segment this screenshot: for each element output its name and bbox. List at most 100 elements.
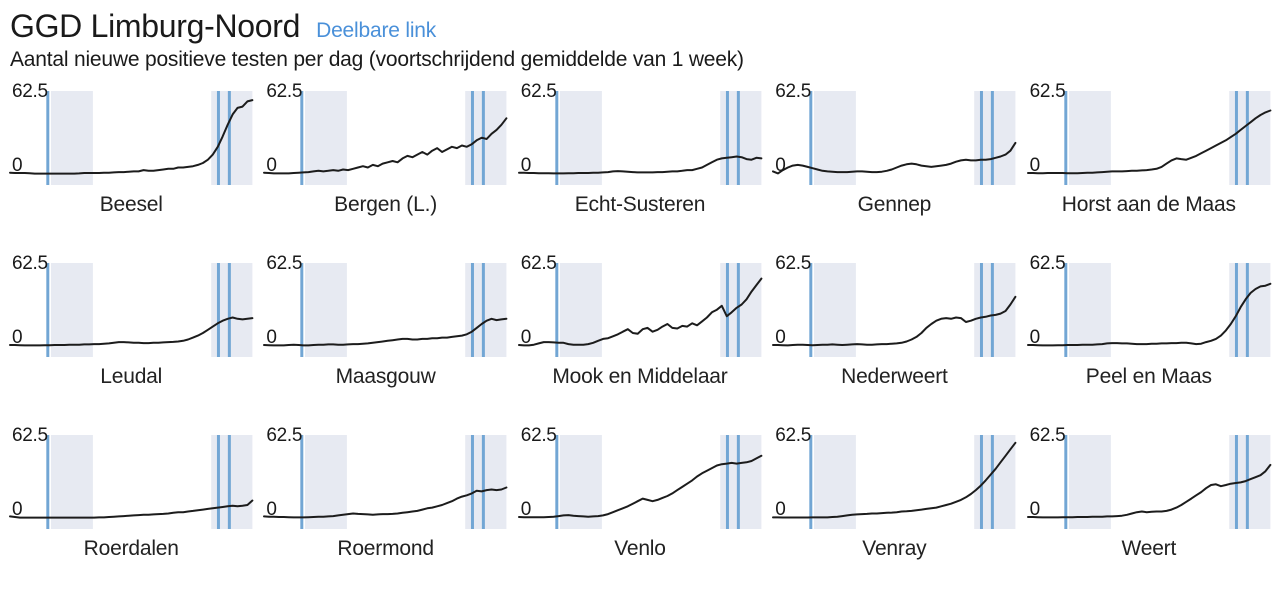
sparkline-plot	[517, 90, 763, 185]
municipality-chart: 62.5 0 Maasgouw	[263, 254, 508, 389]
trend-line	[263, 486, 508, 519]
municipality-label: Roermond	[337, 536, 434, 560]
municipality-chart: 62.5 0 Venlo	[517, 426, 763, 561]
y-axis-max-label: 62.5	[12, 424, 48, 446]
sparkline-plot	[772, 90, 1017, 185]
sparkline-plot	[9, 434, 254, 529]
early-period-band	[1068, 262, 1111, 357]
municipality-label: Venlo	[614, 536, 666, 560]
page-title: GGD Limburg-Noord	[10, 8, 301, 44]
y-axis-max-label: 62.5	[266, 80, 303, 102]
y-axis-zero-label: 0	[1029, 154, 1041, 176]
sparkline-plot	[1026, 90, 1271, 185]
trend-line	[1026, 463, 1271, 519]
y-axis-zero-label: 0	[775, 326, 786, 348]
y-axis-zero-label: 0	[266, 154, 277, 176]
municipality-chart: 62.5 0 Mook en Middelaar	[517, 254, 763, 389]
y-axis-max-label: 62.5	[520, 252, 557, 274]
municipality-label: Bergen (L.)	[334, 192, 438, 216]
early-period-band	[1068, 434, 1111, 529]
sparkline-plot	[517, 262, 763, 357]
municipality-label: Peel en Maas	[1085, 364, 1212, 388]
trend-line	[9, 98, 254, 175]
y-axis-zero-label: 0	[775, 154, 786, 176]
trend-line	[9, 499, 254, 519]
trend-line	[263, 117, 508, 175]
early-period-band	[559, 434, 602, 529]
municipality-chart: 62.5 0 Venray	[772, 426, 1017, 561]
early-period-band	[814, 434, 857, 529]
municipality-label: Roerdalen	[83, 536, 179, 560]
y-axis-max-label: 62.5	[1029, 424, 1066, 446]
municipality-chart: 62.5 0 Gennep	[772, 82, 1017, 217]
municipality-chart: 62.5 0 Nederweert	[772, 254, 1017, 389]
early-period-band	[1068, 90, 1111, 185]
early-period-band	[559, 90, 602, 185]
y-axis-zero-label: 0	[520, 154, 532, 176]
small-multiples-grid: 62.5 0 Beesel 62.5 0 Bergen (L.) 62.5 0 …	[0, 82, 1280, 561]
y-axis-max-label: 62.5	[520, 424, 557, 446]
municipality-chart: 62.5 0 Weert	[1026, 426, 1271, 561]
page-subtitle: Aantal nieuwe positieve testen per dag (…	[10, 47, 744, 71]
page-header: GGD Limburg-Noord Deelbare link Aantal n…	[0, 0, 1280, 72]
y-axis-zero-label: 0	[1029, 326, 1041, 348]
municipality-chart: 62.5 0 Beesel	[9, 82, 254, 217]
sparkline-plot	[263, 90, 508, 185]
early-period-band	[50, 262, 93, 357]
y-axis-zero-label: 0	[12, 326, 23, 348]
municipality-label: Gennep	[857, 192, 932, 216]
y-axis-zero-label: 0	[12, 498, 23, 520]
early-period-band	[814, 90, 857, 185]
municipality-label: Venray	[862, 536, 927, 560]
municipality-chart: 62.5 0 Horst aan de Maas	[1026, 82, 1271, 217]
shareable-link[interactable]: Deelbare link	[316, 19, 437, 42]
early-period-band	[50, 90, 93, 185]
y-axis-max-label: 62.5	[1029, 80, 1066, 102]
y-axis-max-label: 62.5	[1029, 252, 1066, 274]
y-axis-max-label: 62.5	[520, 80, 557, 102]
y-axis-zero-label: 0	[12, 154, 23, 176]
y-axis-zero-label: 0	[520, 498, 532, 520]
municipality-label: Leudal	[100, 364, 163, 388]
sparkline-plot	[772, 262, 1017, 357]
early-period-band	[305, 262, 348, 357]
y-axis-zero-label: 0	[520, 326, 532, 348]
sparkline-plot	[9, 90, 254, 185]
y-axis-max-label: 62.5	[775, 252, 811, 274]
early-period-band	[50, 434, 93, 529]
trend-line	[9, 316, 254, 347]
y-axis-max-label: 62.5	[775, 80, 811, 102]
early-period-band	[305, 434, 348, 529]
trend-line	[772, 441, 1017, 519]
municipality-label: Horst aan de Maas	[1061, 192, 1236, 216]
sparkline-plot	[1026, 434, 1271, 529]
early-period-band	[814, 262, 857, 357]
trend-line	[772, 295, 1017, 347]
y-axis-zero-label: 0	[266, 498, 277, 520]
trend-line	[1026, 109, 1271, 174]
municipality-label: Mook en Middelaar	[552, 364, 728, 388]
sparkline-plot	[263, 434, 508, 529]
municipality-chart: 62.5 0 Leudal	[9, 254, 254, 389]
municipality-chart: 62.5 0 Roermond	[263, 426, 508, 561]
trend-line	[1026, 282, 1271, 347]
sparkline-plot	[517, 434, 763, 529]
trend-line	[772, 141, 1017, 175]
y-axis-zero-label: 0	[775, 498, 786, 520]
municipality-label: Echt-Susteren	[574, 192, 706, 216]
sparkline-plot	[9, 262, 254, 357]
municipality-label: Weert	[1121, 536, 1177, 560]
sparkline-plot	[1026, 262, 1271, 357]
trend-line	[517, 277, 763, 347]
y-axis-zero-label: 0	[266, 326, 277, 348]
y-axis-zero-label: 0	[1029, 498, 1041, 520]
municipality-label: Maasgouw	[335, 364, 436, 388]
y-axis-max-label: 62.5	[12, 80, 48, 102]
municipality-label: Beesel	[99, 192, 163, 216]
municipality-chart: 62.5 0 Peel en Maas	[1026, 254, 1271, 389]
y-axis-max-label: 62.5	[12, 252, 48, 274]
sparkline-plot	[263, 262, 508, 357]
trend-line	[263, 317, 508, 347]
y-axis-max-label: 62.5	[266, 252, 303, 274]
trend-line	[517, 454, 763, 518]
